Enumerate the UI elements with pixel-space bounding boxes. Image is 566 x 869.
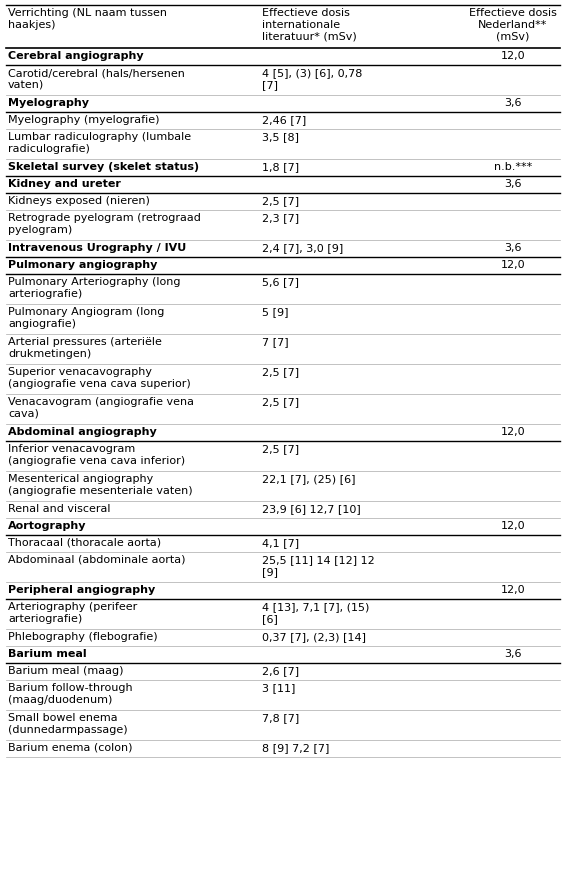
Text: Peripheral angiography: Peripheral angiography <box>8 584 155 594</box>
Text: Mesenterical angiography
(angiografie mesenteriale vaten): Mesenterical angiography (angiografie me… <box>8 474 192 495</box>
Text: 4 [13], 7,1 [7], (15)
[6]: 4 [13], 7,1 [7], (15) [6] <box>262 601 370 623</box>
Text: 3,6: 3,6 <box>504 242 522 253</box>
Text: Skeletal survey (skelet status): Skeletal survey (skelet status) <box>8 162 199 172</box>
Text: 12,0: 12,0 <box>501 427 525 436</box>
Text: Small bowel enema
(dunnedarmpassage): Small bowel enema (dunnedarmpassage) <box>8 713 127 733</box>
Text: Abdominal angiography: Abdominal angiography <box>8 427 157 436</box>
Text: Abdominaal (abdominale aorta): Abdominaal (abdominale aorta) <box>8 554 186 564</box>
Text: Barium meal: Barium meal <box>8 648 87 658</box>
Text: n.b.***: n.b.*** <box>494 162 532 172</box>
Text: Lumbar radiculography (lumbale
radiculografie): Lumbar radiculography (lumbale radiculog… <box>8 132 191 154</box>
Text: 3,5 [8]: 3,5 [8] <box>262 132 299 142</box>
Text: Barium enema (colon): Barium enema (colon) <box>8 742 132 753</box>
Text: 25,5 [11] 14 [12] 12
[9]: 25,5 [11] 14 [12] 12 [9] <box>262 554 375 576</box>
Text: Effectieve dosis
Nederland**
(mSv): Effectieve dosis Nederland** (mSv) <box>469 8 557 41</box>
Text: Barium follow-through
(maag/duodenum): Barium follow-through (maag/duodenum) <box>8 682 132 704</box>
Text: Aortography: Aortography <box>8 521 87 530</box>
Text: 1,8 [7]: 1,8 [7] <box>262 162 299 172</box>
Text: Superior venacavography
(angiografie vena cava superior): Superior venacavography (angiografie ven… <box>8 367 191 388</box>
Text: Kidney and ureter: Kidney and ureter <box>8 179 121 189</box>
Text: 7 [7]: 7 [7] <box>262 336 289 347</box>
Text: Renal and visceral: Renal and visceral <box>8 503 110 514</box>
Text: Myelography (myelografie): Myelography (myelografie) <box>8 115 160 125</box>
Text: 22,1 [7], (25) [6]: 22,1 [7], (25) [6] <box>262 474 355 483</box>
Text: 3,6: 3,6 <box>504 648 522 658</box>
Text: 12,0: 12,0 <box>501 584 525 594</box>
Text: Thoracaal (thoracale aorta): Thoracaal (thoracale aorta) <box>8 537 161 547</box>
Text: 2,5 [7]: 2,5 [7] <box>262 196 299 206</box>
Text: Intravenous Urography / IVU: Intravenous Urography / IVU <box>8 242 186 253</box>
Text: 23,9 [6] 12,7 [10]: 23,9 [6] 12,7 [10] <box>262 503 361 514</box>
Text: Venacavogram (angiografie vena
cava): Venacavogram (angiografie vena cava) <box>8 396 194 418</box>
Text: Retrograde pyelogram (retrograad
pyelogram): Retrograde pyelogram (retrograad pyelogr… <box>8 213 201 235</box>
Text: 2,6 [7]: 2,6 [7] <box>262 666 299 675</box>
Text: 2,5 [7]: 2,5 [7] <box>262 443 299 454</box>
Text: Myelography: Myelography <box>8 98 89 108</box>
Text: 0,37 [7], (2,3) [14]: 0,37 [7], (2,3) [14] <box>262 631 366 641</box>
Text: 2,46 [7]: 2,46 [7] <box>262 115 306 125</box>
Text: Verrichting (NL naam tussen
haakjes): Verrichting (NL naam tussen haakjes) <box>8 8 167 30</box>
Text: Phlebography (flebografie): Phlebography (flebografie) <box>8 631 157 641</box>
Text: Arteriography (perifeer
arteriografie): Arteriography (perifeer arteriografie) <box>8 601 137 623</box>
Text: 12,0: 12,0 <box>501 521 525 530</box>
Text: 2,3 [7]: 2,3 [7] <box>262 213 299 222</box>
Text: 2,5 [7]: 2,5 [7] <box>262 396 299 407</box>
Text: 2,4 [7], 3,0 [9]: 2,4 [7], 3,0 [9] <box>262 242 343 253</box>
Text: 2,5 [7]: 2,5 [7] <box>262 367 299 376</box>
Text: Arterial pressures (arteriële
drukmetingen): Arterial pressures (arteriële drukmeting… <box>8 336 162 358</box>
Text: 8 [9] 7,2 [7]: 8 [9] 7,2 [7] <box>262 742 329 753</box>
Text: Carotid/cerebral (hals/hersenen
vaten): Carotid/cerebral (hals/hersenen vaten) <box>8 68 185 90</box>
Text: Inferior venacavogram
(angiografie vena cava inferior): Inferior venacavogram (angiografie vena … <box>8 443 185 465</box>
Text: 3,6: 3,6 <box>504 179 522 189</box>
Text: Pulmonary angiography: Pulmonary angiography <box>8 260 157 269</box>
Text: Pulmonary Angiogram (long
angiografie): Pulmonary Angiogram (long angiografie) <box>8 307 164 328</box>
Text: 4 [5], (3) [6], 0,78
[7]: 4 [5], (3) [6], 0,78 [7] <box>262 68 362 90</box>
Text: Cerebral angiography: Cerebral angiography <box>8 51 144 61</box>
Text: Barium meal (maag): Barium meal (maag) <box>8 666 123 675</box>
Text: 4,1 [7]: 4,1 [7] <box>262 537 299 547</box>
Text: 12,0: 12,0 <box>501 260 525 269</box>
Text: 12,0: 12,0 <box>501 51 525 61</box>
Text: 5,6 [7]: 5,6 [7] <box>262 276 299 287</box>
Text: Kidneys exposed (nieren): Kidneys exposed (nieren) <box>8 196 150 206</box>
Text: 3,6: 3,6 <box>504 98 522 108</box>
Text: Pulmonary Arteriography (long
arteriografie): Pulmonary Arteriography (long arteriogra… <box>8 276 181 298</box>
Text: 7,8 [7]: 7,8 [7] <box>262 713 299 722</box>
Text: Effectieve dosis
internationale
literatuur* (mSv): Effectieve dosis internationale literatu… <box>262 8 357 41</box>
Text: 3 [11]: 3 [11] <box>262 682 295 693</box>
Text: 5 [9]: 5 [9] <box>262 307 289 316</box>
